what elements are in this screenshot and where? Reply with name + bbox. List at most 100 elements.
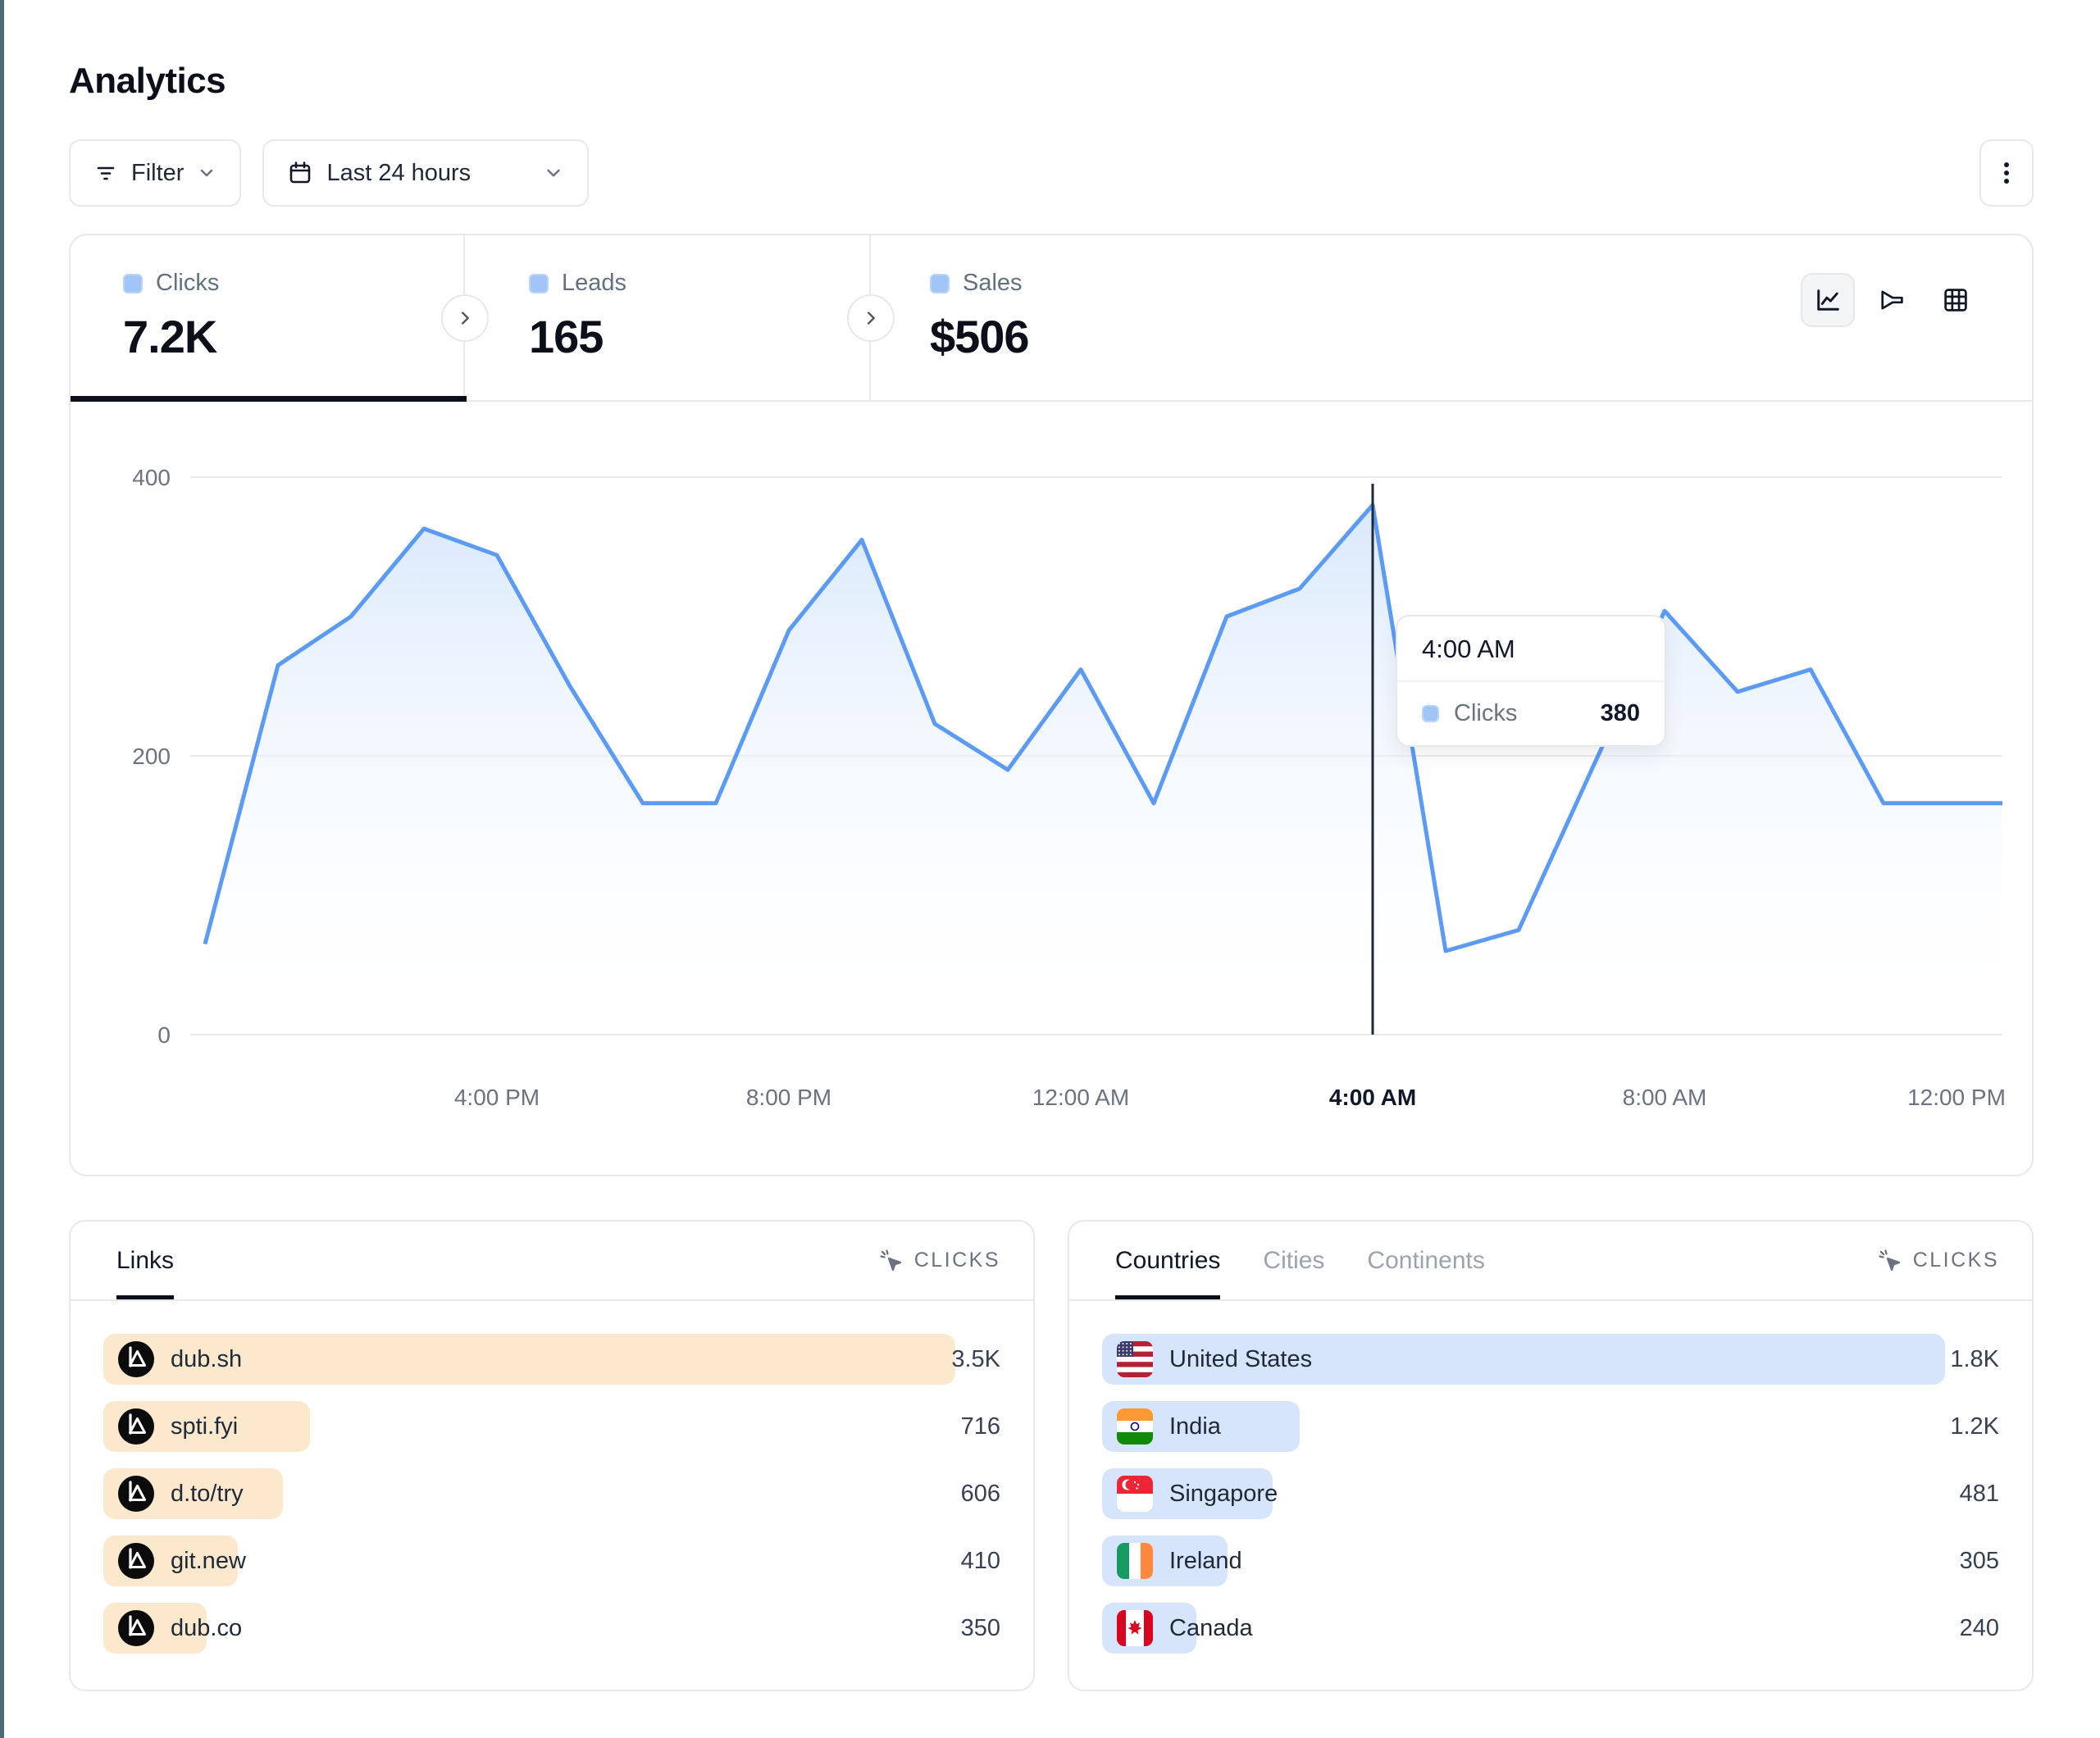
chevron-down-icon <box>197 163 216 183</box>
tab-sales[interactable]: Sales $506 <box>871 235 1297 400</box>
item-label: Singapore <box>1169 1480 1278 1507</box>
filter-button[interactable]: Filter <box>69 139 242 207</box>
list-item[interactable]: Canada 240 <box>1102 1603 1999 1654</box>
funnel-icon <box>1881 290 1903 310</box>
tab-countries[interactable]: Countries <box>1115 1222 1221 1299</box>
line-chart-icon <box>1817 289 1839 311</box>
dub-logo-icon <box>118 1610 154 1646</box>
links-metric-header[interactable]: CLICKS <box>878 1248 1000 1274</box>
item-value: 350 <box>960 1614 1000 1641</box>
page-title: Analytics <box>69 61 226 101</box>
geo-panel-header: Countries Cities Continents CLICKS <box>1069 1222 2032 1301</box>
list-item[interactable]: Singapore 481 <box>1102 1468 1999 1519</box>
list-item[interactable]: United States 1.8K <box>1102 1334 1999 1385</box>
metric-label: CLICKS <box>1912 1249 1999 1272</box>
dub-logo-icon <box>118 1543 154 1579</box>
item-value: 606 <box>960 1480 1000 1507</box>
chevron-down-icon <box>543 162 564 184</box>
list-item[interactable]: git.new 410 <box>103 1536 1000 1586</box>
kebab-icon <box>1994 159 2019 187</box>
dub-logo-icon <box>118 1408 154 1445</box>
clicks-area-chart[interactable]: 400 200 0 4:00 PM 8:00 PM 12:00 AM 4:00 AM 8:00… <box>71 402 2032 1173</box>
svg-text:12:00 PM: 12:00 PM <box>1907 1085 2006 1110</box>
chart-tooltip: 4:00 AM Clicks 380 <box>1396 615 1666 747</box>
cursor-click-icon <box>880 1249 901 1271</box>
flag-ca-icon <box>1117 1610 1153 1646</box>
clicks-legend-square <box>123 273 143 293</box>
toolbar: Filter Last 24 hours <box>69 139 2034 207</box>
item-label: dub.co <box>171 1614 243 1641</box>
chart-view-toggles <box>1801 273 1983 327</box>
item-value: 481 <box>1959 1480 1999 1507</box>
item-value: 1.8K <box>1950 1345 1999 1372</box>
next-stat-button[interactable] <box>847 294 895 342</box>
tab-clicks[interactable]: Clicks 7.2K <box>71 235 467 402</box>
svg-text:8:00 PM: 8:00 PM <box>746 1085 831 1110</box>
links-panel: Links CLICKS dub.sh 3.5K spti.fyi <box>69 1220 1035 1691</box>
list-item[interactable]: India 1.2K <box>1102 1401 1999 1452</box>
filter-icon <box>93 161 118 185</box>
item-value: 410 <box>960 1547 1000 1574</box>
breakdown-panels: Links CLICKS dub.sh 3.5K spti.fyi <box>69 1220 2034 1691</box>
tab-leads[interactable]: Leads 165 <box>465 235 871 400</box>
table-grid-icon <box>1944 289 1967 312</box>
window-edge <box>0 0 4 1738</box>
calendar-icon <box>287 160 313 186</box>
tab-cities[interactable]: Cities <box>1263 1246 1325 1274</box>
links-list: dub.sh 3.5K spti.fyi 716 d.to/try 606 gi… <box>71 1301 1033 1654</box>
item-label: d.to/try <box>171 1480 244 1507</box>
svg-text:0: 0 <box>157 1022 171 1048</box>
date-range-label: Last 24 hours <box>326 159 471 186</box>
list-item[interactable]: spti.fyi 716 <box>103 1401 1000 1452</box>
line-chart-view-button[interactable] <box>1801 273 1855 327</box>
tooltip-series-label: Clicks <box>1454 700 1518 726</box>
item-label: United States <box>1169 1345 1313 1372</box>
stat-value: 7.2K <box>123 311 217 362</box>
list-item[interactable]: Ireland 305 <box>1102 1536 1999 1586</box>
list-item[interactable]: dub.sh 3.5K <box>103 1334 1000 1385</box>
item-value: 305 <box>1959 1547 1999 1574</box>
item-label: India <box>1169 1413 1221 1440</box>
stat-value: $506 <box>930 311 1030 362</box>
list-item[interactable]: d.to/try 606 <box>103 1468 1000 1519</box>
leads-legend-square <box>529 273 549 293</box>
chevron-right-icon <box>462 312 469 325</box>
item-value: 716 <box>960 1413 1000 1440</box>
sales-legend-square <box>930 273 950 293</box>
item-label: git.new <box>171 1547 246 1574</box>
tooltip-time: 4:00 AM <box>1397 616 1665 682</box>
svg-text:12:00 AM: 12:00 AM <box>1032 1085 1129 1110</box>
funnel-view-button[interactable] <box>1865 273 1919 327</box>
flag-in-icon <box>1117 1408 1153 1445</box>
chevron-right-icon <box>868 312 875 325</box>
svg-text:400: 400 <box>132 465 171 490</box>
dub-logo-icon <box>118 1341 154 1377</box>
item-label: dub.sh <box>171 1345 243 1372</box>
tab-links-label: Links <box>116 1246 175 1274</box>
geo-panel: Countries Cities Continents CLICKS Unite… <box>1068 1220 2034 1691</box>
stat-label: Leads <box>562 270 627 296</box>
more-options-button[interactable] <box>1979 139 2034 207</box>
links-panel-header: Links CLICKS <box>71 1222 1033 1301</box>
item-value: 3.5K <box>951 1345 1000 1372</box>
stat-label: Sales <box>963 270 1023 296</box>
stats-tabs-row: Clicks 7.2K Leads 165 Sales $506 <box>71 235 2032 402</box>
list-item[interactable]: dub.co 350 <box>103 1603 1000 1654</box>
flag-sg-icon <box>1117 1476 1153 1512</box>
date-range-button[interactable]: Last 24 hours <box>262 139 590 207</box>
cursor-click-icon <box>1879 1249 1900 1271</box>
item-label: Canada <box>1169 1614 1253 1641</box>
tab-continents[interactable]: Continents <box>1367 1246 1485 1274</box>
next-stat-button[interactable] <box>441 294 489 342</box>
table-view-button[interactable] <box>1929 273 1983 327</box>
geo-metric-header[interactable]: CLICKS <box>1877 1248 1999 1274</box>
stat-label: Clicks <box>156 270 220 296</box>
item-label: spti.fyi <box>171 1413 239 1440</box>
svg-text:4:00 AM: 4:00 AM <box>1329 1085 1416 1110</box>
value-bar <box>1102 1334 1946 1385</box>
stat-value: 165 <box>529 311 604 362</box>
tab-links[interactable]: Links <box>116 1222 175 1299</box>
flag-ie-icon <box>1117 1543 1153 1579</box>
item-label: Ireland <box>1169 1547 1242 1574</box>
tooltip-value: 380 <box>1600 700 1640 726</box>
